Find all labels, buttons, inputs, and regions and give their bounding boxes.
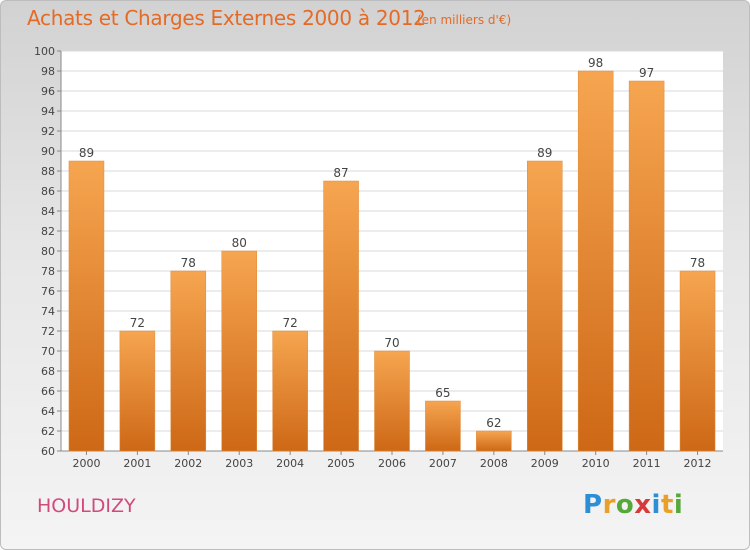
chart-title: Achats et Charges Externes 2000 à 2012 — [27, 6, 426, 30]
y-tick-label: 76 — [41, 285, 55, 298]
x-tick-label: 2002 — [174, 457, 202, 470]
y-tick-label: 92 — [41, 125, 55, 138]
logo-letter: P — [583, 490, 603, 520]
x-tick-label: 2003 — [225, 457, 253, 470]
bar — [323, 180, 359, 452]
y-tick-label: 88 — [41, 165, 55, 178]
proxiti-logo: Proxiti — [583, 490, 683, 520]
bar-value-label: 62 — [486, 416, 501, 430]
bar — [577, 70, 614, 452]
x-tick-label: 2005 — [327, 457, 355, 470]
y-tick-label: 60 — [41, 445, 55, 458]
bar — [425, 400, 461, 452]
logo-letter: i — [673, 490, 684, 520]
bar-value-label: 97 — [639, 66, 654, 80]
bar-value-label: 89 — [537, 146, 552, 160]
logo-letter: x — [634, 490, 652, 520]
bar-value-label: 80 — [232, 236, 247, 250]
bar-value-label: 98 — [588, 56, 603, 70]
y-tick-label: 72 — [41, 325, 55, 338]
x-tick-label: 2006 — [378, 457, 406, 470]
y-tick-label: 64 — [41, 405, 55, 418]
x-tick-label: 2009 — [531, 457, 559, 470]
x-tick-label: 2004 — [276, 457, 304, 470]
logo-letter: o — [615, 490, 635, 520]
bar-value-label: 78 — [690, 256, 705, 270]
bar-value-label: 72 — [130, 316, 145, 330]
bar — [628, 80, 665, 452]
bar — [374, 350, 410, 452]
y-tick-label: 98 — [41, 65, 55, 78]
y-tick-label: 74 — [41, 305, 55, 318]
bar-value-label: 65 — [435, 386, 450, 400]
y-tick-label: 96 — [41, 85, 55, 98]
y-tick-label: 70 — [41, 345, 55, 358]
y-tick-label: 62 — [41, 425, 55, 438]
x-tick-label: 2008 — [480, 457, 508, 470]
logo-letter: t — [660, 490, 674, 520]
y-tick-label: 80 — [41, 245, 55, 258]
bar-value-label: 89 — [79, 146, 94, 160]
commune-name: HOULDIZY — [37, 495, 136, 517]
y-tick-label: 86 — [41, 185, 55, 198]
y-tick-label: 78 — [41, 265, 55, 278]
bar — [170, 270, 207, 452]
y-tick-label: 84 — [41, 205, 55, 218]
x-tick-label: 2012 — [684, 457, 712, 470]
bar — [119, 330, 156, 452]
logo-letter: i — [651, 490, 661, 520]
bar — [221, 250, 257, 452]
bar — [527, 160, 563, 452]
bar — [679, 270, 716, 452]
bar-value-label: 87 — [333, 166, 348, 180]
bar-value-label: 70 — [384, 336, 399, 350]
x-tick-label: 2011 — [633, 457, 661, 470]
logo-letter: r — [602, 490, 616, 520]
y-tick-label: 94 — [41, 105, 55, 118]
y-tick-label: 82 — [41, 225, 55, 238]
y-tick-label: 90 — [41, 145, 55, 158]
x-tick-label: 2007 — [429, 457, 457, 470]
bar — [272, 330, 308, 452]
y-tick-label: 66 — [41, 385, 55, 398]
x-tick-label: 2001 — [123, 457, 151, 470]
bar-value-label: 72 — [283, 316, 298, 330]
x-tick-label: 2000 — [72, 457, 100, 470]
y-tick-label: 68 — [41, 365, 55, 378]
chart-subtitle: (en milliers d'€) — [417, 13, 512, 27]
bar — [68, 160, 105, 452]
y-tick-label: 100 — [34, 45, 55, 58]
bar-value-label: 78 — [181, 256, 196, 270]
x-tick-label: 2010 — [582, 457, 610, 470]
bar — [476, 430, 512, 452]
